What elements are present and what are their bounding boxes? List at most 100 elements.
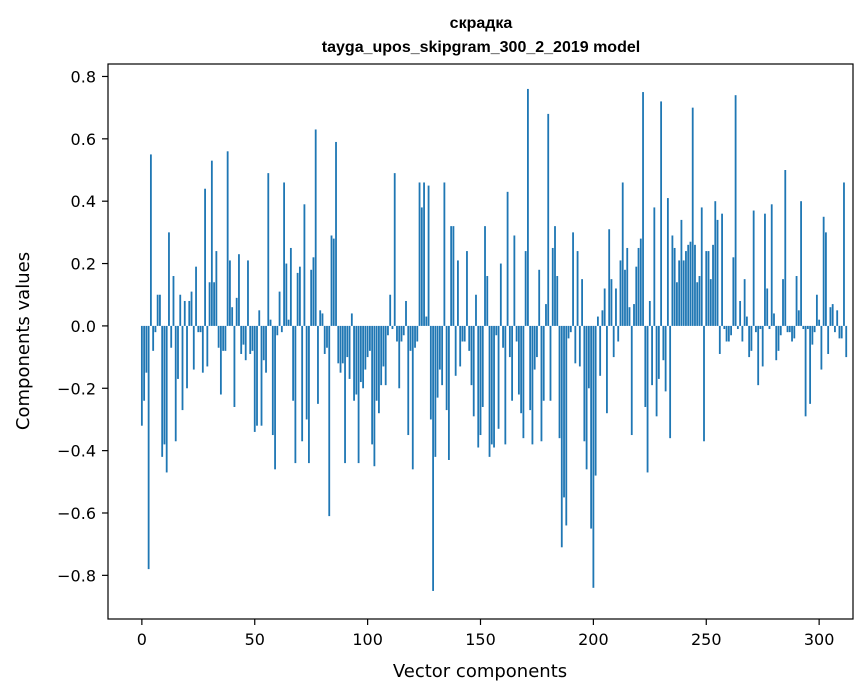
bar-26: [199, 325, 202, 333]
bar-204: [601, 310, 604, 326]
bar-305: [829, 307, 832, 326]
bar-267: [743, 279, 746, 326]
bar-81: [323, 325, 326, 354]
bar-155: [490, 325, 493, 445]
bar-193: [576, 251, 579, 326]
bar-161: [504, 325, 507, 445]
bar-86: [335, 141, 337, 326]
bar-36: [222, 325, 225, 351]
x-tick-label: 150: [465, 630, 496, 649]
bar-147: [472, 325, 475, 417]
bar-142: [461, 325, 464, 342]
bar-206: [606, 325, 608, 414]
bar-71: [301, 325, 304, 442]
bar-165: [513, 235, 516, 326]
bar-220: [637, 247, 640, 326]
bar-153: [486, 276, 489, 326]
bar-53: [260, 325, 263, 426]
bar-227: [653, 207, 656, 326]
bar-119: [409, 325, 412, 351]
bar-203: [599, 325, 602, 376]
bar-248: [700, 207, 703, 326]
bar-9: [161, 325, 164, 457]
bar-97: [359, 325, 362, 383]
bar-115: [400, 325, 403, 342]
bar-180: [547, 113, 550, 326]
bar-4: [149, 154, 152, 326]
bar-130: [434, 325, 437, 457]
bar-260: [727, 325, 730, 342]
bar-230: [660, 101, 663, 326]
bar-94: [353, 325, 355, 401]
bar-89: [341, 325, 344, 364]
y-tick-label: −0.8: [57, 566, 96, 585]
bar-265: [739, 300, 742, 326]
bar-289: [793, 325, 796, 339]
bar-242: [687, 244, 690, 326]
bar-285: [784, 170, 787, 326]
bar-179: [545, 304, 547, 326]
bar-182: [551, 247, 554, 326]
bar-160: [502, 325, 504, 348]
bar-286: [786, 325, 789, 333]
bar-139: [454, 325, 457, 376]
bar-118: [407, 325, 410, 436]
bar-83: [328, 325, 331, 517]
bar-162: [506, 191, 509, 326]
bar-133: [441, 325, 444, 386]
bar-199: [590, 325, 593, 529]
bar-93: [350, 313, 353, 326]
bar-43: [238, 254, 240, 326]
bar-98: [362, 325, 365, 389]
bar-186: [560, 325, 563, 548]
bar-164: [511, 325, 514, 401]
bar-39: [229, 260, 231, 326]
bar-144: [466, 251, 468, 326]
bar-184: [556, 276, 559, 326]
bar-158: [497, 325, 500, 429]
bar-299: [815, 294, 818, 326]
bar-221: [639, 238, 642, 326]
bar-112: [393, 173, 396, 326]
bar-55: [265, 325, 267, 373]
bar-278: [768, 325, 771, 330]
bar-173: [531, 325, 534, 445]
x-tick-label: 250: [691, 630, 722, 649]
bar-264: [736, 325, 739, 330]
bar-141: [459, 325, 462, 367]
bar-194: [578, 325, 581, 367]
bar-171: [527, 88, 529, 326]
y-tick-label: −0.2: [57, 379, 96, 398]
bar-104: [375, 325, 378, 401]
bar-198: [587, 325, 590, 389]
bar-172: [529, 325, 532, 411]
bar-0: [140, 325, 143, 426]
bar-151: [481, 325, 484, 407]
bar-253: [712, 244, 714, 326]
bar-49: [251, 325, 254, 351]
bar-22: [190, 291, 193, 326]
bar-85: [332, 238, 335, 326]
bar-215: [626, 247, 629, 326]
bar-298: [813, 325, 816, 333]
bars-group: [140, 88, 848, 591]
bar-110: [389, 294, 392, 326]
bar-80: [321, 313, 324, 326]
bar-310: [840, 325, 843, 339]
bar-263: [734, 95, 737, 326]
bar-288: [791, 325, 793, 342]
bar-30: [208, 282, 211, 326]
bar-274: [759, 325, 762, 330]
chart-subtitle: tayga_upos_skipgram_300_2_2019 model: [322, 39, 640, 56]
bar-176: [538, 269, 541, 326]
bar-222: [642, 92, 644, 326]
x-tick-label: 300: [804, 630, 835, 649]
bar-236: [673, 247, 676, 326]
bar-13: [170, 325, 173, 348]
bar-46: [244, 325, 247, 361]
bar-57: [269, 319, 272, 326]
bar-90: [344, 325, 346, 464]
bar-129: [432, 325, 434, 591]
bar-50: [253, 325, 256, 432]
bar-166: [515, 325, 518, 342]
